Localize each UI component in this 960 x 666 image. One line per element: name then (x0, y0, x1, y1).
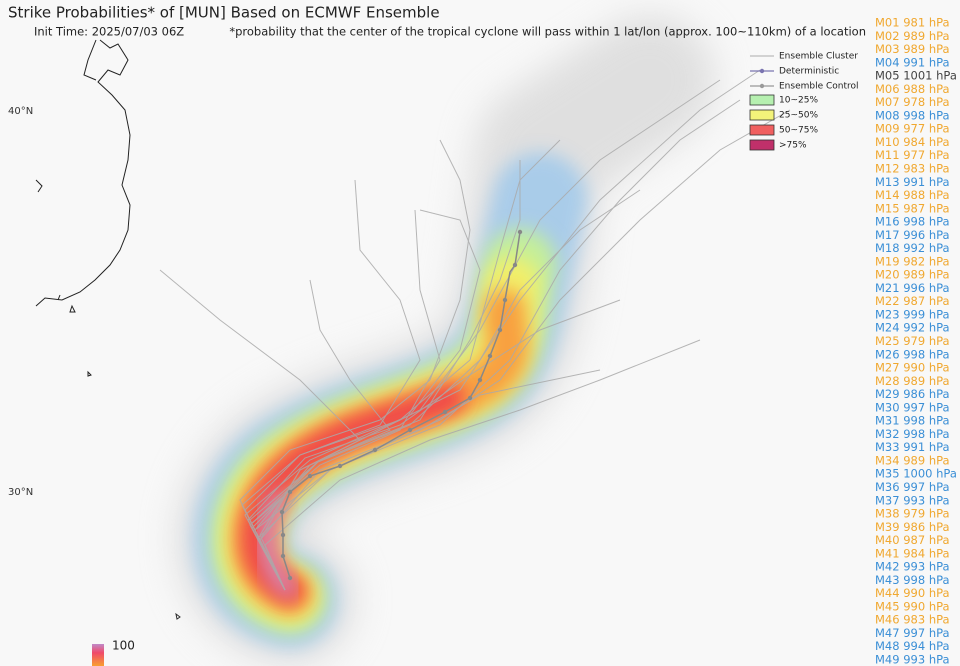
colorbar (92, 644, 104, 666)
member-label: M15 987 hPa (875, 201, 950, 215)
member-label: M37 993 hPa (875, 493, 950, 507)
member-label: M43 998 hPa (875, 573, 950, 587)
member-label: M44 990 hPa (875, 586, 950, 600)
member-label: M10 984 hPa (875, 135, 950, 149)
member-label: M07 978 hPa (875, 95, 950, 109)
legend-swatch (749, 109, 775, 121)
member-label: M40 987 hPa (875, 533, 950, 547)
member-label: M27 990 hPa (875, 361, 950, 375)
legend-label: 25~50% (779, 111, 818, 121)
member-label: M49 993 hPa (875, 653, 950, 666)
member-label: M02 989 hPa (875, 29, 950, 43)
member-label: M38 979 hPa (875, 507, 950, 521)
member-label: M29 986 hPa (875, 387, 950, 401)
legend-dot (759, 68, 765, 74)
legend-label: 10~25% (779, 96, 818, 106)
member-label: M05 1001 hPa (875, 69, 957, 83)
member-label: M41 984 hPa (875, 546, 950, 560)
member-label: M01 981 hPa (875, 16, 950, 30)
coastline (35, 39, 181, 620)
member-label: M21 996 hPa (875, 281, 950, 295)
member-label: M08 998 hPa (875, 108, 950, 122)
colorbar-label: 100 (112, 639, 135, 653)
member-label: M09 977 hPa (875, 122, 950, 136)
legend-label: Ensemble Control (779, 82, 859, 92)
member-label: M25 979 hPa (875, 334, 950, 348)
legend-label: >75% (779, 141, 807, 151)
member-label: M14 988 hPa (875, 188, 950, 202)
member-label: M34 989 hPa (875, 453, 950, 467)
member-label: M26 998 hPa (875, 347, 950, 361)
title: Strike Probabilities* of [MUN] Based on … (8, 4, 440, 22)
member-label: M22 987 hPa (875, 294, 950, 308)
member-label: M48 994 hPa (875, 639, 950, 653)
member-label: M33 991 hPa (875, 440, 950, 454)
member-label: M12 983 hPa (875, 161, 950, 175)
member-label: M13 991 hPa (875, 175, 950, 189)
member-label: M20 989 hPa (875, 268, 950, 282)
ensemble-tracks (159, 69, 791, 591)
member-label: M39 986 hPa (875, 520, 950, 534)
member-label: M35 1000 hPa (875, 467, 957, 481)
legend-swatch (749, 139, 775, 151)
member-label: M24 992 hPa (875, 321, 950, 335)
deterministic-track (279, 229, 523, 581)
member-label: M42 993 hPa (875, 560, 950, 574)
member-label: M36 997 hPa (875, 480, 950, 494)
member-label: M47 997 hPa (875, 626, 950, 640)
legend-label: 50~75% (779, 126, 818, 136)
init-time: Init Time: 2025/07/03 06Z (34, 25, 184, 39)
legend-label: Deterministic (779, 67, 839, 77)
lat-label: 40°N (8, 106, 33, 117)
legend-label: Ensemble Cluster (779, 52, 858, 62)
member-label: M19 982 hPa (875, 254, 950, 268)
member-label: M23 999 hPa (875, 307, 950, 321)
probability-swath (176, 15, 715, 665)
member-label: M17 996 hPa (875, 228, 950, 242)
member-label: M16 998 hPa (875, 215, 950, 229)
lat-label: 30°N (8, 487, 33, 498)
note: *probability that the center of the trop… (229, 25, 866, 39)
member-label: M11 977 hPa (875, 148, 950, 162)
legend: Ensemble Cluster Deterministic Ensemble Co… (749, 52, 859, 151)
member-label: M06 988 hPa (875, 82, 950, 96)
legend-swatch (749, 94, 775, 106)
member-label: M31 998 hPa (875, 414, 950, 428)
member-label: M32 998 hPa (875, 427, 950, 441)
member-label: M46 983 hPa (875, 613, 950, 627)
member-label: M04 991 hPa (875, 55, 950, 69)
member-label: M18 992 hPa (875, 241, 950, 255)
legend-swatch (749, 124, 775, 136)
member-label: M30 997 hPa (875, 400, 950, 414)
member-label: M03 989 hPa (875, 42, 950, 56)
member-label: M28 989 hPa (875, 374, 950, 388)
member-label: M45 990 hPa (875, 599, 950, 613)
legend-dot (759, 83, 765, 89)
